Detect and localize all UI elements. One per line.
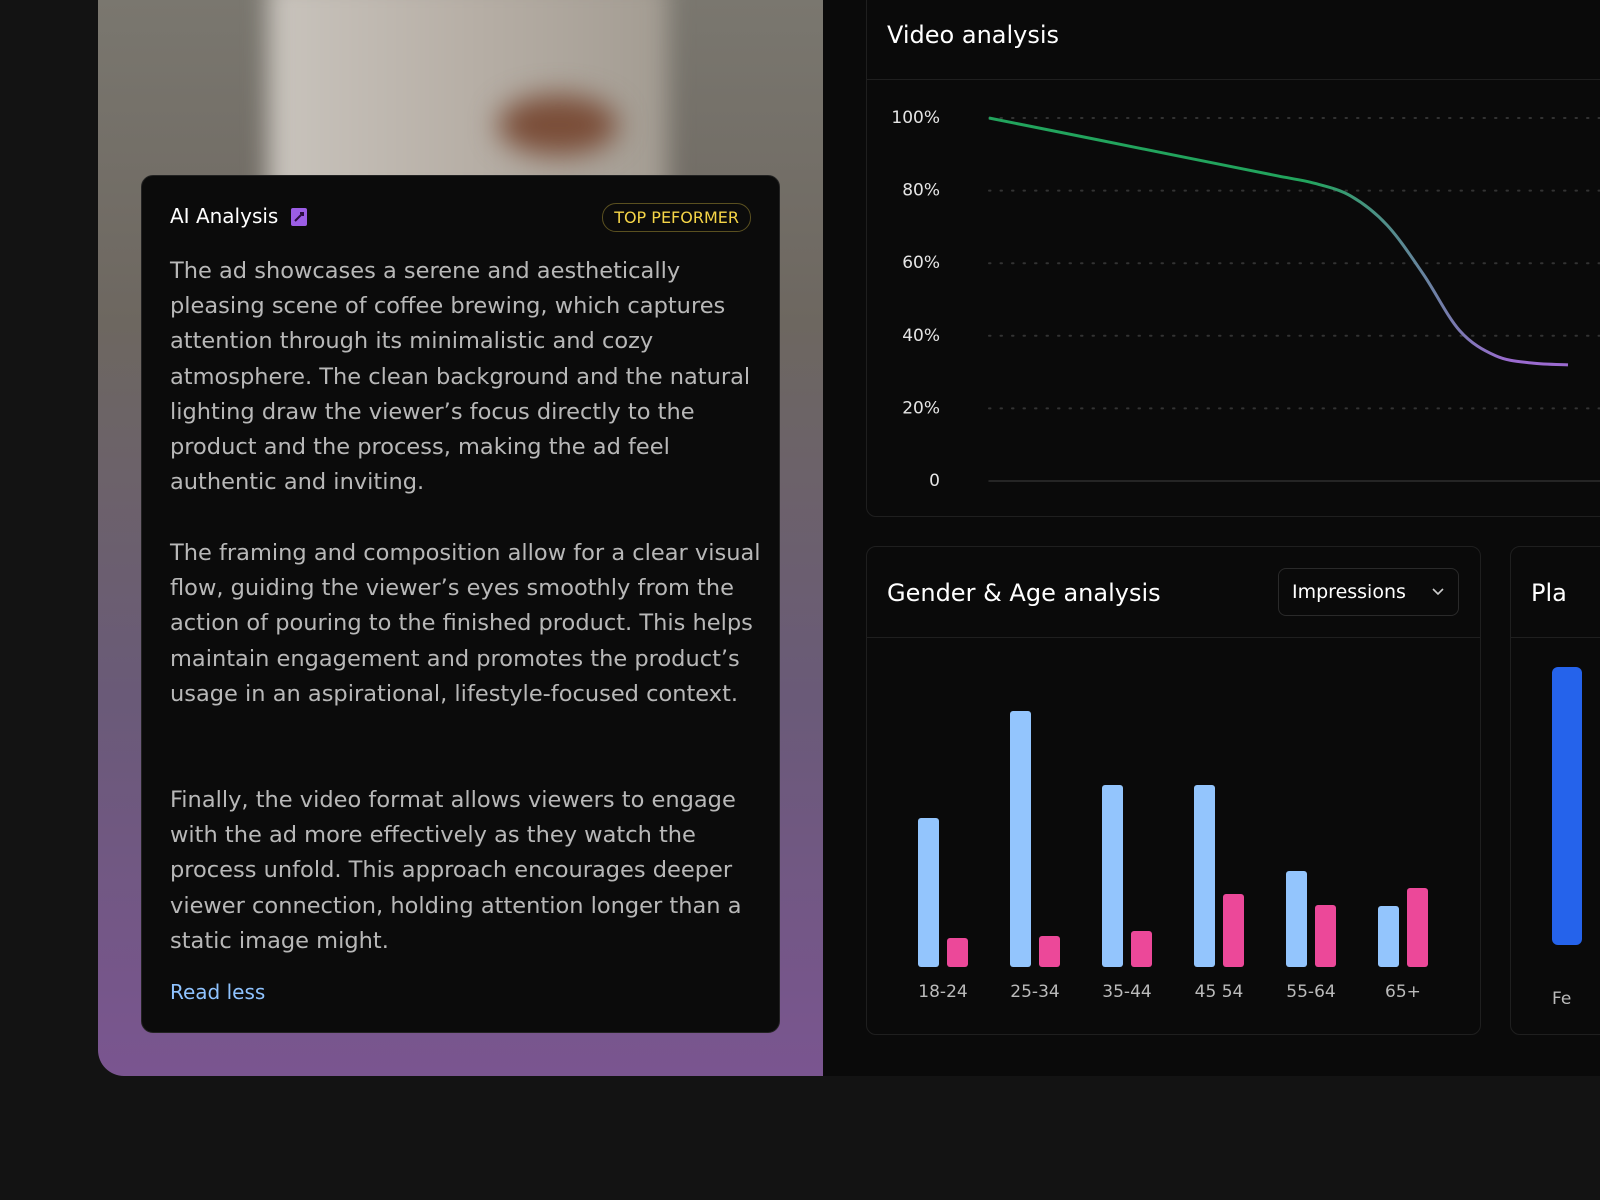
x-tick-label: 45 54 — [1195, 982, 1244, 1002]
ad-image — [268, 0, 668, 200]
ad-image-detail — [498, 95, 618, 155]
panel-title: Pla — [1531, 579, 1567, 607]
y-tick-label: 100% — [891, 108, 940, 128]
retention-line — [988, 116, 1569, 367]
card-title: AI Analysis — [170, 204, 279, 228]
bar — [1102, 785, 1123, 967]
bar — [1552, 667, 1582, 945]
bar — [1407, 888, 1428, 967]
gender-panel — [866, 546, 1481, 1035]
panel-title: Gender & Age analysis — [887, 579, 1161, 607]
read-less-link[interactable]: Read less — [170, 980, 266, 1004]
bar — [918, 818, 939, 967]
bar — [1223, 894, 1244, 967]
video-panel — [866, 0, 1600, 517]
paragraph: Finally, the video format allows viewers… — [170, 787, 742, 954]
y-tick-label: 40% — [902, 326, 940, 346]
panel-title: Video analysis — [887, 21, 1059, 49]
bar — [1378, 906, 1399, 967]
ai-icon — [291, 208, 307, 226]
bar — [1039, 936, 1060, 967]
bar — [1194, 785, 1215, 967]
y-tick-label: 0 — [929, 471, 940, 491]
divider — [866, 79, 1600, 80]
bar — [1315, 905, 1336, 967]
bar — [1131, 931, 1152, 967]
x-tick-label: 55-64 — [1286, 982, 1335, 1002]
chevron — [1432, 588, 1444, 596]
x-tick-label: 35-44 — [1102, 982, 1151, 1002]
divider — [1510, 637, 1600, 638]
y-tick-label: 80% — [902, 181, 940, 201]
bar — [947, 938, 968, 967]
x-tick-label: 65+ — [1385, 982, 1421, 1002]
ai-analysis-card: AI Analysis TOP PEFORMER The ad showcase… — [141, 175, 780, 1033]
divider — [866, 637, 1481, 638]
y-tick-label: 60% — [902, 253, 940, 273]
bar — [1010, 711, 1031, 967]
y-tick-label: 20% — [902, 398, 940, 418]
x-tick-label: 25-34 — [1010, 982, 1059, 1002]
paragraph: The ad showcases a serene and aesthetica… — [170, 258, 751, 496]
platform-panel — [1510, 546, 1600, 1035]
bar — [1286, 871, 1307, 967]
paragraph: The framing and composition allow for a … — [170, 540, 761, 707]
dropdown-label: Impressions — [1292, 581, 1406, 603]
x-tick-label: 18-24 — [918, 982, 967, 1002]
metric-dropdown[interactable]: Impressions — [1278, 568, 1459, 616]
x-tick-label: Fe — [1552, 989, 1571, 1009]
badge: TOP PEFORMER — [602, 203, 751, 232]
